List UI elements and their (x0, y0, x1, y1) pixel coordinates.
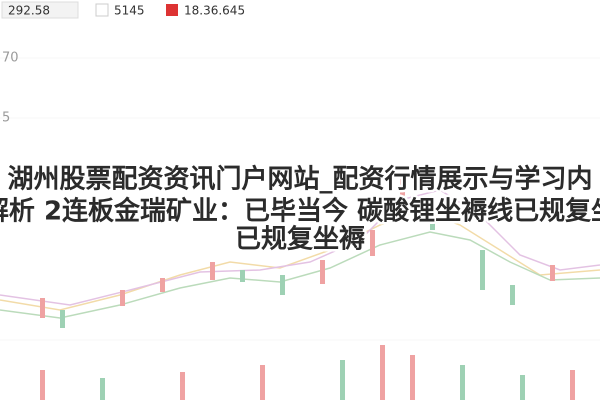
header-bar (0, 0, 600, 20)
title-line: 已规复坐褥 (235, 225, 366, 255)
legend-swatch (166, 4, 178, 16)
ma-line (0, 189, 600, 306)
value-box (1, 1, 79, 19)
legend-swatch (95, 3, 109, 17)
title-line: 解析 2连板金瑞矿业：已毕当今 碳酸锂坐褥线已规复坐 (0, 196, 600, 227)
title-line: 湖州股票配资资讯门户网站_配资行情展示与学习内 (7, 164, 592, 195)
axis-label: 5 (2, 111, 10, 126)
axis-label: 70 (2, 51, 19, 66)
ma-line (0, 209, 600, 311)
header-value: 5145 (114, 4, 145, 18)
candles (40, 175, 555, 328)
header-value: 292.58 (8, 4, 50, 18)
header-value: 18.36.645 (184, 4, 245, 18)
ma-line (0, 231, 600, 319)
volume-bars (40, 345, 575, 400)
chart-background (0, 57, 600, 400)
